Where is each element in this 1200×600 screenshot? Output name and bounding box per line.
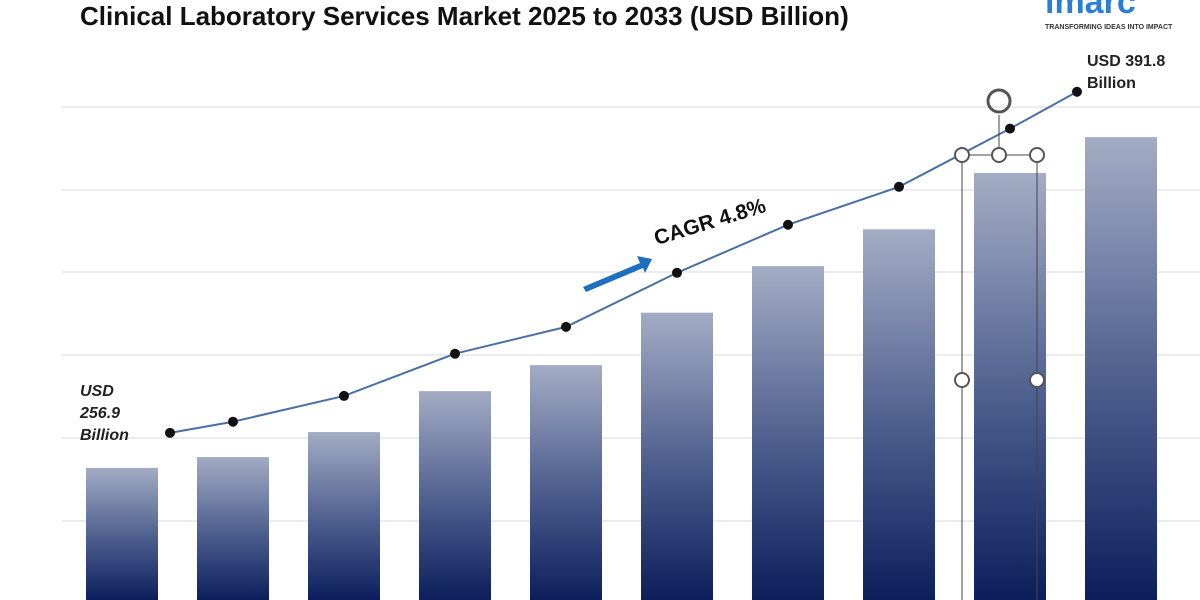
line-point <box>783 219 793 230</box>
handle[interactable] <box>954 372 970 388</box>
handle[interactable] <box>1029 147 1045 163</box>
line-point <box>894 181 904 192</box>
bars <box>86 137 1157 600</box>
cagr-arrow <box>583 256 652 292</box>
selection-handles <box>954 88 1045 600</box>
line-point <box>1072 86 1082 97</box>
value-label: USD 256.9 Billion <box>79 383 129 444</box>
chart-title: Clinical Laboratory Services Market 2025… <box>80 1 849 31</box>
bar <box>641 312 713 600</box>
bar <box>197 457 269 600</box>
line-point <box>228 416 238 427</box>
bar <box>863 229 935 600</box>
trend-line <box>165 86 1082 438</box>
line-point <box>672 267 682 278</box>
line-point <box>561 321 571 332</box>
bar <box>419 391 491 600</box>
bar <box>1085 137 1157 600</box>
line-point <box>165 427 175 438</box>
logo-tagline: TRANSFORMING IDEAS INTO IMPACT <box>1045 24 1173 31</box>
line-point <box>339 390 349 401</box>
handle[interactable] <box>991 147 1007 163</box>
rotate-handle[interactable] <box>986 88 1012 114</box>
handle[interactable] <box>954 147 970 163</box>
bar <box>752 266 824 600</box>
handle[interactable] <box>1029 372 1045 388</box>
line-point <box>450 348 460 359</box>
line-point <box>1005 123 1015 134</box>
bar <box>86 467 158 600</box>
bar <box>530 365 602 600</box>
line <box>169 90 1078 434</box>
bar <box>308 432 380 600</box>
logo: imarc <box>1045 0 1136 21</box>
value-label: USD 391.8 Billion <box>1087 53 1165 92</box>
